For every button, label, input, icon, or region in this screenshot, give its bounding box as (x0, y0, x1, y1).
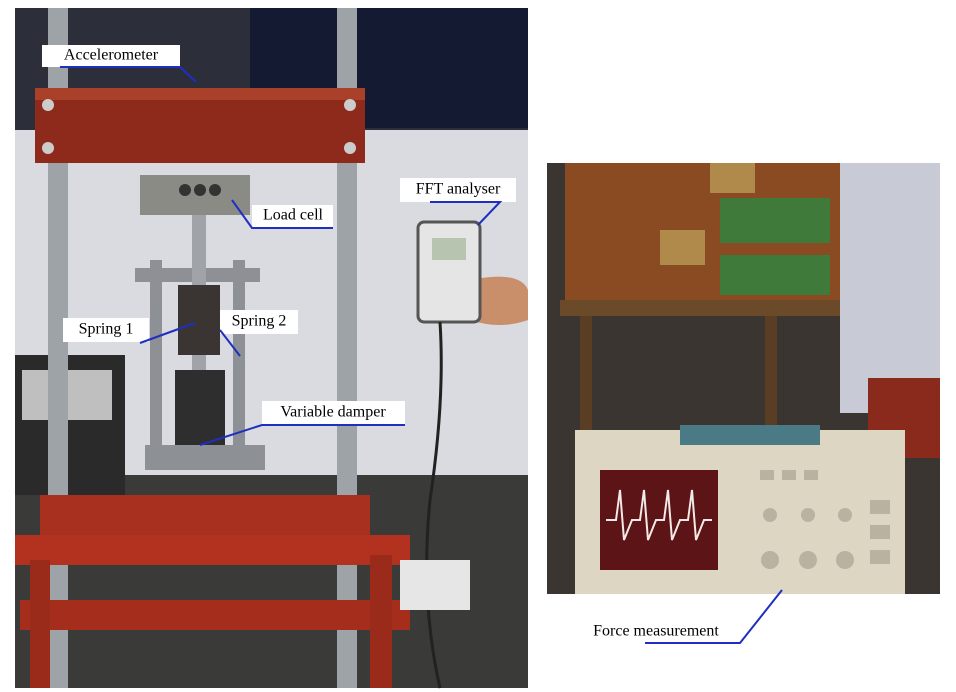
label: Accelerometer (64, 47, 159, 64)
label-box (42, 45, 180, 67)
label: Load cell (263, 207, 324, 224)
label-box (262, 401, 405, 425)
label-box (400, 178, 516, 202)
leader-line (199, 424, 405, 446)
label: Spring 1 (79, 321, 134, 338)
label: Force measurement (593, 623, 719, 640)
rig-photo (15, 8, 528, 689)
leader-line (60, 66, 197, 83)
leader-line (219, 329, 241, 357)
label: FFT analyser (416, 181, 501, 198)
leader-line (231, 199, 333, 229)
label: Spring 2 (232, 313, 287, 330)
label-box (220, 310, 298, 334)
annotations: Accelerometer Load cell FFT analyser Spr… (42, 45, 783, 644)
scope-photo (547, 163, 940, 594)
leader-line (430, 201, 503, 226)
label: Variable damper (280, 404, 386, 421)
leader-line (645, 589, 783, 644)
label-box (252, 205, 333, 228)
leader-line (139, 322, 196, 344)
label-box (63, 318, 149, 342)
